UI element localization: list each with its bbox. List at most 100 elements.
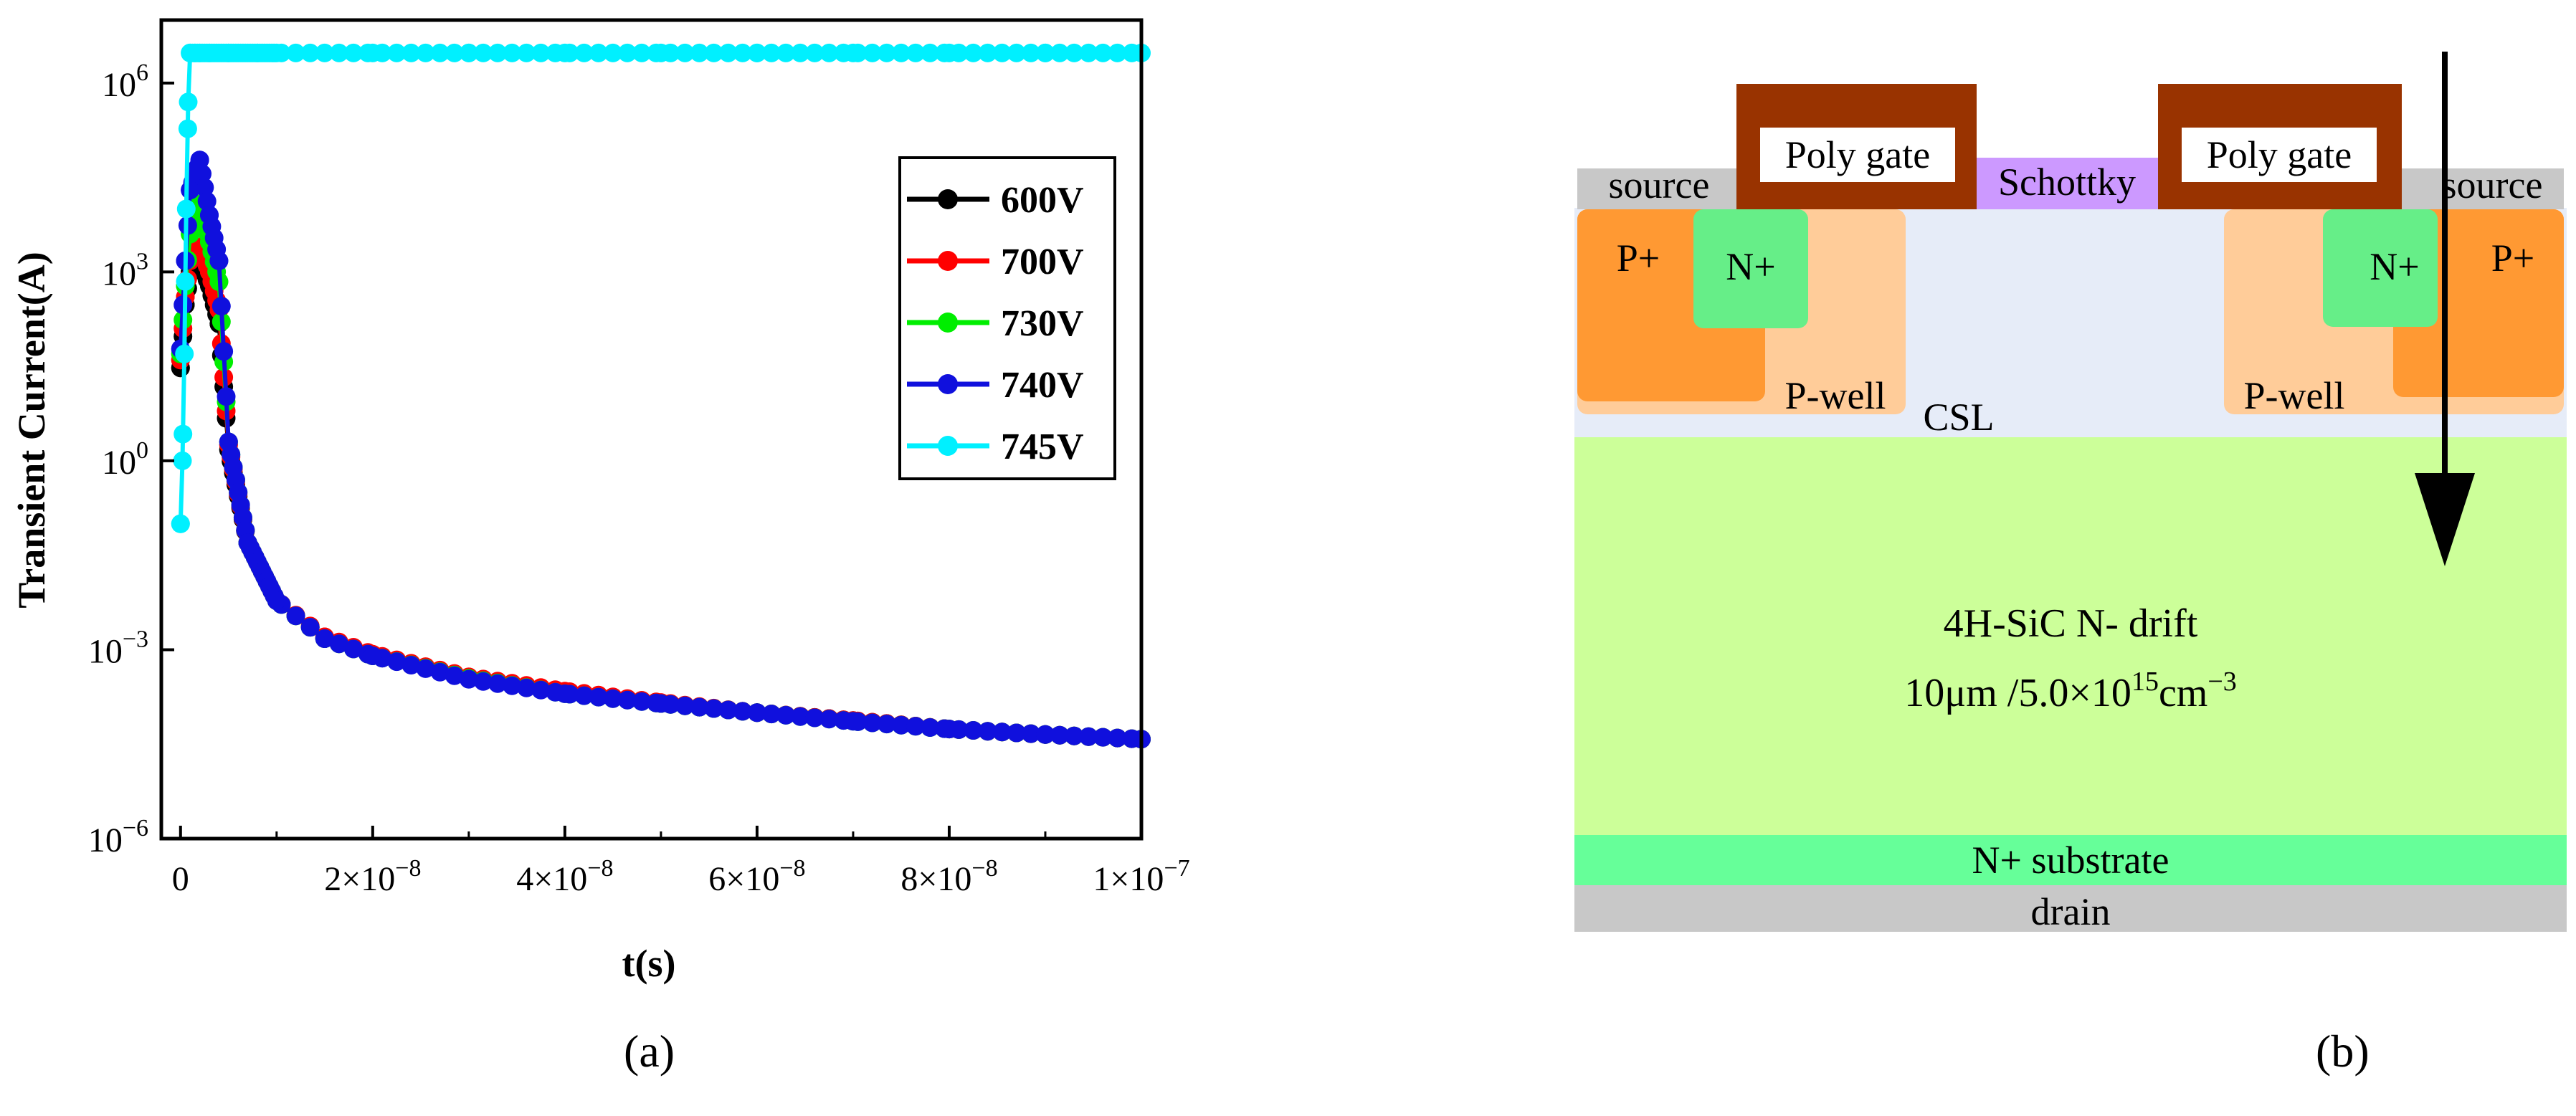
data-point (992, 43, 1012, 62)
data-point (819, 43, 839, 62)
data-point (964, 43, 983, 62)
data-point (171, 514, 190, 533)
y-tick-label: 10−6 (88, 815, 148, 859)
data-point (238, 533, 257, 553)
legend: 600V 700V 730V 740V 745V (898, 156, 1116, 480)
data-point (174, 424, 193, 444)
data-point (197, 191, 217, 211)
data-point (978, 722, 997, 741)
data-point (555, 43, 574, 62)
data-point (1007, 723, 1026, 743)
data-point (190, 151, 209, 170)
data-point (248, 43, 267, 62)
data-point (503, 43, 522, 62)
data-point (175, 344, 194, 363)
data-point (195, 178, 214, 197)
data-point (1021, 43, 1040, 62)
data-point (843, 43, 862, 62)
p-well-right-label: P-well (2244, 374, 2345, 417)
source-contact-left (1577, 168, 1736, 209)
legend-item-745V: 745V (907, 426, 1084, 467)
data-point (363, 43, 382, 62)
data-point (704, 43, 723, 62)
x-tick-label: 1×10−7 (1093, 855, 1189, 898)
data-point (574, 686, 594, 705)
source-left-label: source (1609, 163, 1710, 206)
data-point (921, 43, 940, 62)
data-point (733, 702, 752, 721)
data-point (209, 251, 229, 270)
data-point (459, 43, 478, 62)
data-point (474, 43, 493, 62)
data-point (387, 652, 407, 672)
csl-label: CSL (1923, 396, 1994, 439)
panel-label-a: (a) (624, 1025, 675, 1078)
data-point (217, 387, 236, 406)
data-point (445, 666, 464, 685)
data-point (906, 717, 926, 736)
poly-gate-right-label: Poly gate (2207, 133, 2352, 176)
data-point (517, 43, 536, 62)
data-point (675, 43, 695, 62)
data-point (1065, 43, 1084, 62)
data-point (329, 634, 348, 654)
legend-label: 745V (1001, 426, 1084, 467)
drain-contact (1574, 885, 2567, 932)
data-point (344, 639, 363, 659)
data-point (344, 43, 363, 62)
data-point (819, 710, 839, 729)
legend-marker (938, 189, 958, 209)
data-point (1007, 43, 1026, 62)
data-point (445, 43, 464, 62)
data-point (964, 721, 983, 740)
data-point (315, 629, 334, 648)
data-point (181, 181, 200, 200)
data-point (921, 718, 940, 737)
x-tick-label: 4×10−8 (516, 855, 613, 898)
data-point (1050, 43, 1070, 62)
x-tick-label: 0 (172, 860, 189, 898)
data-point (401, 43, 421, 62)
data-point (1050, 725, 1070, 745)
panel-label-b: (b) (2316, 1025, 2370, 1078)
y-tick-label: 100 (102, 437, 148, 482)
data-point (1079, 727, 1098, 746)
data-point (416, 43, 435, 62)
data-point (978, 43, 997, 62)
poly-gate-left-label-bg (1760, 128, 1955, 182)
data-point (286, 43, 305, 62)
data-point (675, 696, 695, 715)
data-point (776, 705, 796, 725)
data-point (892, 715, 911, 735)
data-point (992, 722, 1012, 742)
data-point (733, 43, 752, 62)
data-point (416, 659, 435, 678)
data-point (906, 43, 926, 62)
data-point (387, 43, 407, 62)
panel-label-a-text: (a) (624, 1026, 675, 1077)
data-point (791, 43, 810, 62)
plot-frame (159, 18, 1144, 841)
data-point (718, 700, 738, 720)
data-point (315, 43, 334, 62)
data-point (1036, 43, 1055, 62)
data-point (219, 432, 238, 452)
data-point (517, 678, 536, 697)
p-plus-right-label: P+ (2491, 237, 2535, 280)
data-point (178, 119, 197, 138)
data-point (176, 272, 195, 291)
drift-label-line2: 10μm /5.0×1015cm−3 (1904, 667, 2237, 715)
source-contact-right (2402, 168, 2564, 209)
n-substrate (1574, 835, 2567, 885)
data-point (877, 715, 896, 734)
x-tick-label: 2×10−8 (324, 855, 421, 898)
current-path-arrow (2415, 52, 2475, 566)
data-point (474, 672, 493, 691)
data-point (488, 43, 508, 62)
legend-label: 600V (1001, 180, 1084, 221)
legend-item-740V: 740V (907, 365, 1084, 406)
legend-box (898, 156, 1116, 480)
data-point (193, 164, 212, 183)
data-point (805, 43, 824, 62)
